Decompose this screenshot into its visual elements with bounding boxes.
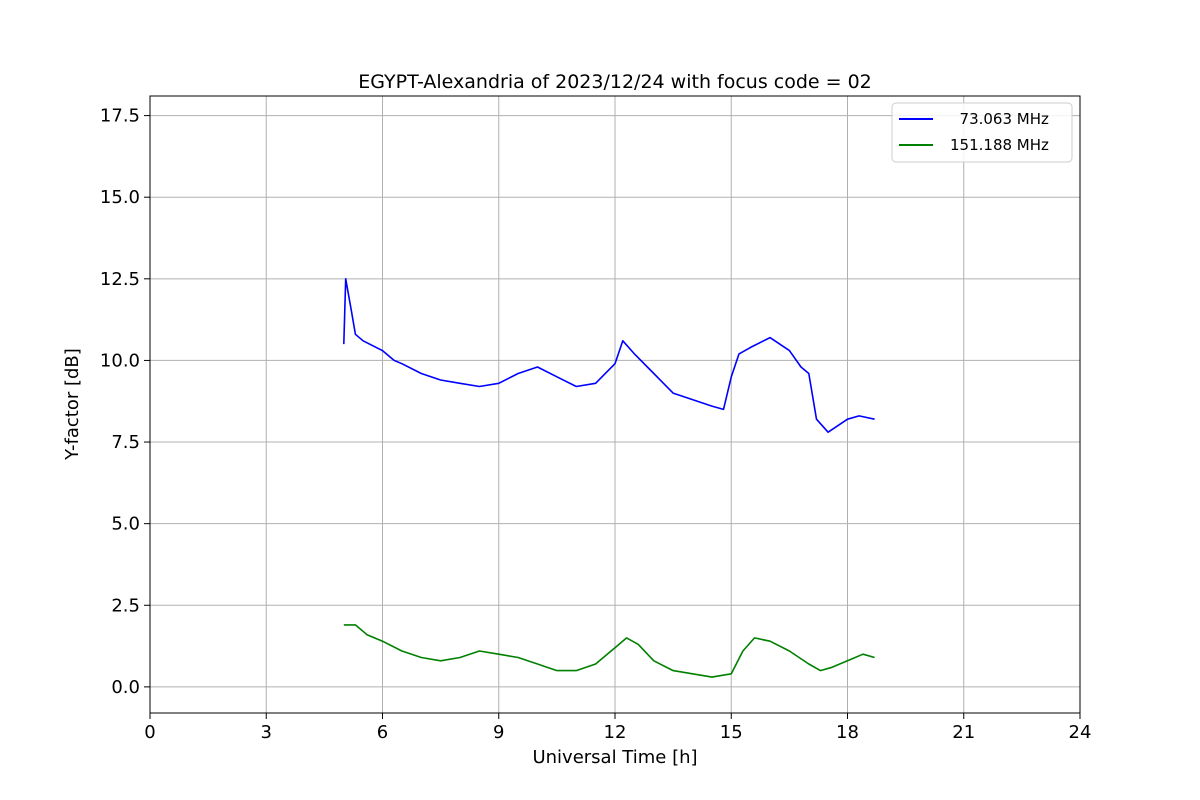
y-tick-label: 10.0 [100,350,140,371]
y-tick-label: 5.0 [111,514,140,535]
y-tick-label: 12.5 [100,269,140,290]
y-tick-label: 17.5 [100,106,140,127]
chart-title: EGYPT-Alexandria of 2023/12/24 with focu… [358,71,872,93]
ticks: 0 3 6 9 12 15 18 21 24 0.0 2.5 5.0 7.5 10.0 12.5 15.0 17… [100,106,1092,743]
x-tick-label: 6 [377,722,388,743]
series-line-2 [343,624,875,678]
y-tick-label: 0.0 [111,677,140,698]
legend-box [891,102,1073,163]
y-tick-label: 7.5 [111,432,140,453]
legend-label-2: 151.188 MHz [950,136,1049,154]
x-tick-label: 15 [720,722,743,743]
x-tick-label: 21 [952,722,975,743]
y-tick-label: 2.5 [111,595,140,616]
x-tick-label: 12 [604,722,627,743]
series-layer [343,278,875,678]
x-tick-label: 0 [144,722,155,743]
x-tick-label: 9 [493,722,504,743]
x-tick-label: 18 [836,722,859,743]
series-line-1 [343,278,875,433]
legend-label-1: 73.063 MHz [950,110,1049,128]
legend: 73.063 MHz 151.188 MHz [891,102,1073,163]
x-axis-label: Universal Time [h] [532,747,697,768]
y-axis-label: Y-factor [dB] [62,348,83,461]
x-tick-label: 24 [1069,722,1092,743]
x-tick-label: 3 [261,722,272,743]
y-tick-label: 15.0 [100,187,140,208]
